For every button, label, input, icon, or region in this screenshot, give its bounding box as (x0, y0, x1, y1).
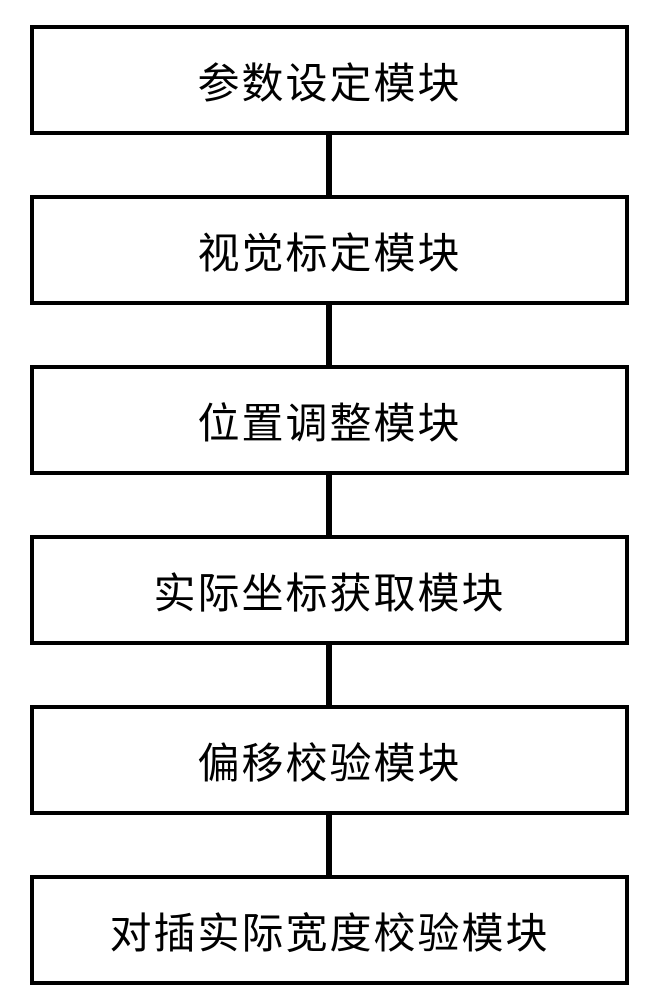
node-label: 位置调整模块 (197, 390, 461, 451)
edge-n2-n3 (326, 305, 332, 365)
edge-n4-n5 (326, 645, 332, 705)
node-param-setting: 参数设定模块 (30, 25, 629, 135)
node-label: 对插实际宽度校验模块 (109, 900, 549, 961)
flowchart-container: 参数设定模块 视觉标定模块 位置调整模块 实际坐标获取模块 偏移校验模块 对插实… (0, 0, 659, 1000)
edge-n1-n2 (326, 135, 332, 195)
edge-n3-n4 (326, 475, 332, 535)
node-actual-coord: 实际坐标获取模块 (30, 535, 629, 645)
node-position-adjust: 位置调整模块 (30, 365, 629, 475)
node-label: 参数设定模块 (197, 50, 461, 111)
edge-n5-n6 (326, 815, 332, 875)
node-label: 实际坐标获取模块 (153, 560, 505, 621)
node-label: 视觉标定模块 (197, 220, 461, 281)
node-visual-calibration: 视觉标定模块 (30, 195, 629, 305)
node-offset-check: 偏移校验模块 (30, 705, 629, 815)
node-label: 偏移校验模块 (197, 730, 461, 791)
node-insertion-width-check: 对插实际宽度校验模块 (30, 875, 629, 985)
